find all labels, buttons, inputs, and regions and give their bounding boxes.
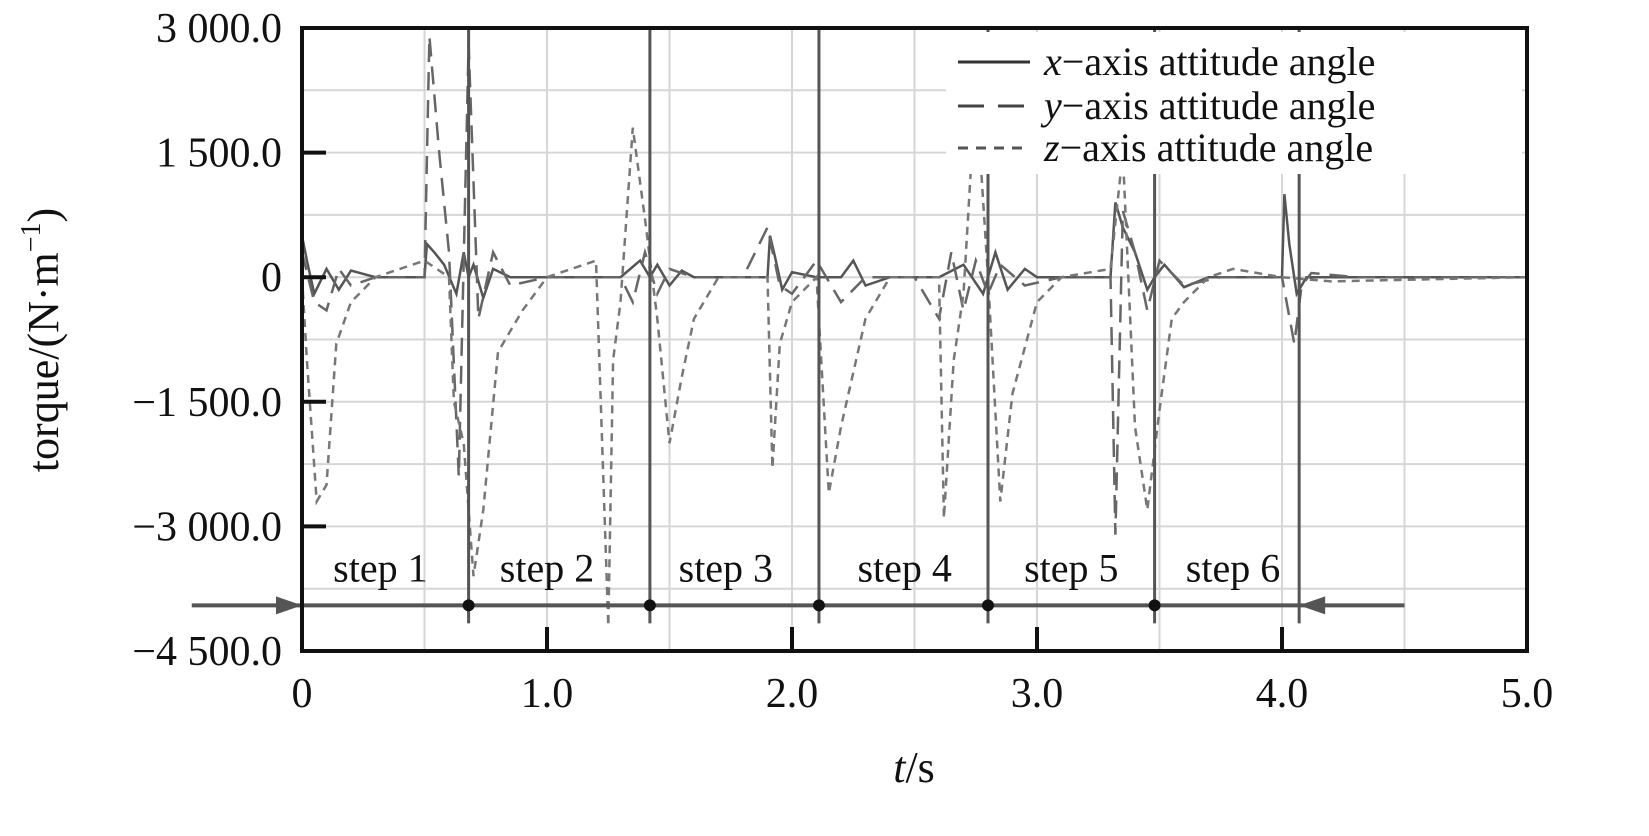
step-arrow-left (276, 596, 302, 615)
x-tick-label: 5.0 (1501, 671, 1554, 717)
y-tick-label: −4 500.0 (132, 629, 282, 675)
x-tick-label: 2.0 (766, 671, 819, 717)
step-label: step 1 (333, 545, 427, 590)
step-boundary-dot (1148, 599, 1161, 612)
axis-ticks: 0 1.0 2.0 3.0 4.0 5.0 3 000.0 1 500.0 0 −1 500.0 −… (132, 6, 1553, 717)
step-label: step 5 (1024, 545, 1118, 590)
svg-text:y−axis attitude angle: y−axis attitude angle (1040, 83, 1375, 128)
x-tick-label: 1.0 (521, 671, 574, 717)
step-boundary-dot (812, 599, 825, 612)
y-tick-label: −1 500.0 (132, 380, 282, 426)
step-boundary-dot (643, 599, 656, 612)
step-boundary-dot (462, 599, 475, 612)
y-tick-label: 3 000.0 (156, 6, 282, 52)
y-axis-title: torque/(N·m−1) (16, 208, 68, 472)
legend-item-x: x−axis attitude angle (958, 39, 1375, 84)
legend-item-z: z−axis attitude angle (958, 125, 1373, 170)
step-arrow-right (1299, 596, 1326, 615)
y-tick-label: 0 (261, 255, 282, 301)
x-tick-label: 4.0 (1256, 671, 1309, 717)
step-label: step 4 (857, 545, 951, 590)
legend: x−axis attitude angle y−axis attitude an… (946, 32, 1522, 174)
series-line-z (300, 86, 1528, 627)
legend-item-y: y−axis attitude angle (958, 83, 1375, 128)
x-tick-label: 3.0 (1011, 671, 1064, 717)
x-tick-label: 0 (292, 671, 313, 717)
y-tick-label: 1 500.0 (156, 131, 282, 177)
series-line-x (300, 193, 1527, 303)
step-annotations: step 1 step 2 step 3 step 4 step 5 step 6 (191, 28, 1405, 624)
step-boundary-dot (982, 599, 994, 612)
step-label: step 6 (1186, 545, 1280, 590)
step-label: step 3 (679, 545, 773, 590)
y-tick-label: −3 000.0 (132, 504, 282, 550)
plot-frame (300, 26, 1529, 653)
svg-text:x−axis attitude angle: x−axis attitude angle (1043, 39, 1375, 84)
step-label: step 2 (500, 545, 594, 590)
x-axis-title: t/s (893, 743, 935, 792)
svg-text:z−axis attitude angle: z−axis attitude angle (1043, 125, 1373, 170)
